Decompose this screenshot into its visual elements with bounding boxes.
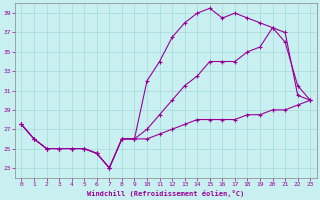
X-axis label: Windchill (Refroidissement éolien,°C): Windchill (Refroidissement éolien,°C) (87, 190, 244, 197)
